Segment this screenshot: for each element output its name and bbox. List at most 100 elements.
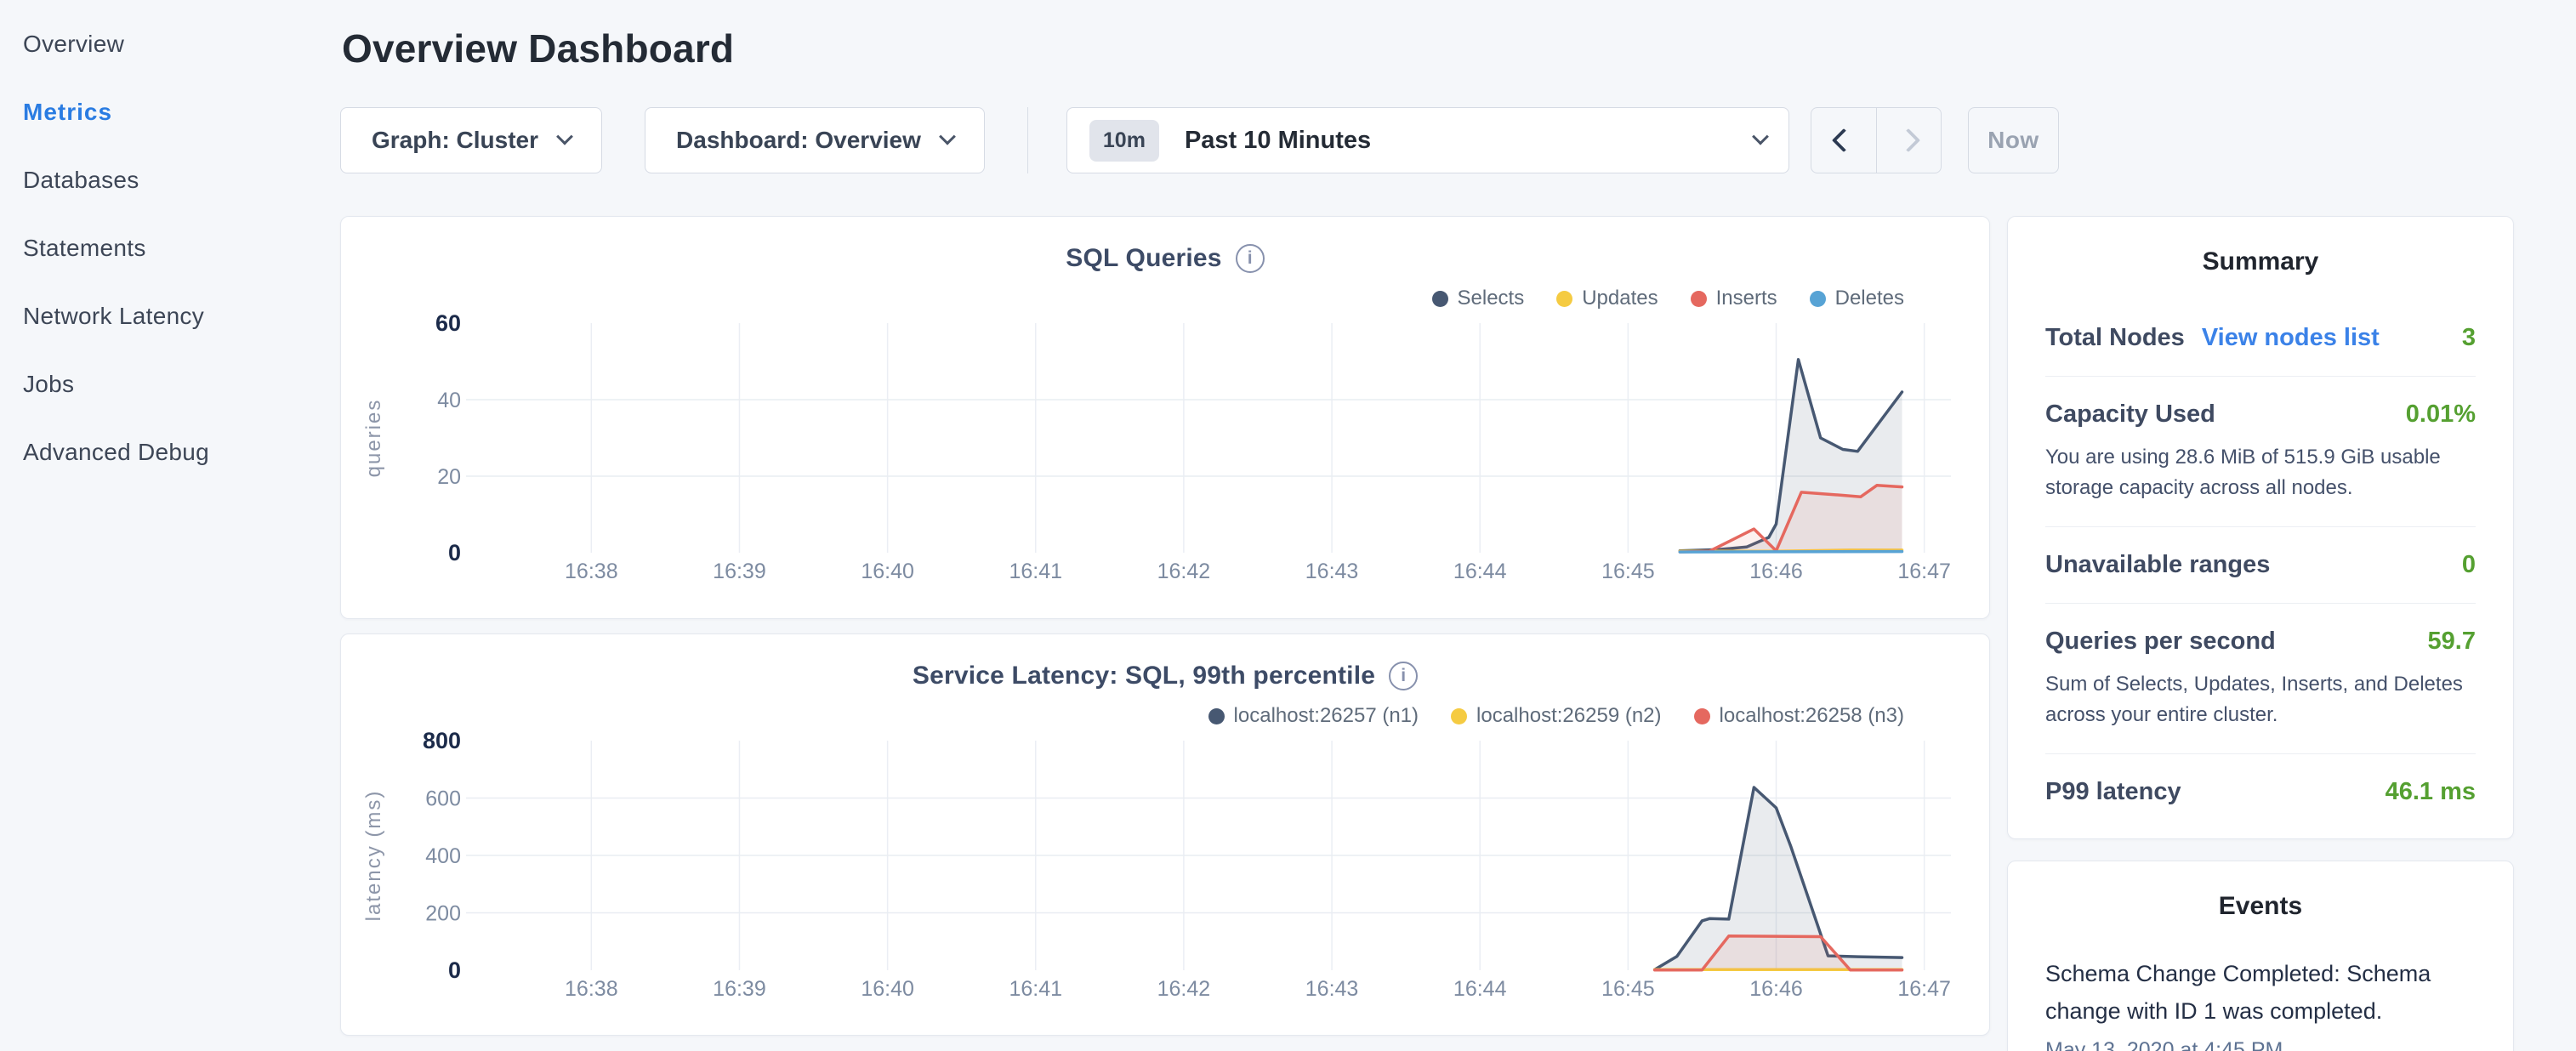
summary-label: Capacity Used	[2045, 401, 2215, 428]
svg-text:0: 0	[448, 540, 461, 565]
sidebar-item-metrics[interactable]: Metrics	[23, 99, 113, 125]
service-latency-plot: 16:38 16:39 16:40 16:41 16:42 16:43 16:44 16:45…	[341, 728, 1989, 1027]
chevron-down-icon	[939, 128, 956, 145]
legend-dot-icon	[1693, 707, 1710, 724]
right-column: Summary Total Nodes View nodes list 3 Ca…	[2007, 216, 2514, 1051]
svg-text:16:43: 16:43	[1305, 977, 1359, 1001]
summary-description: Sum of Selects, Updates, Inserts, and De…	[2045, 673, 2463, 726]
graph-dropdown-label: Graph: Cluster	[372, 127, 539, 153]
sql-queries-chart-card: SQL Queries i Selects Updates Inserts Delet…	[340, 216, 1990, 619]
time-range-badge: 10m	[1089, 119, 1159, 162]
svg-text:200: 200	[425, 902, 461, 926]
time-range-label: Past 10 Minutes	[1184, 126, 1372, 154]
main-content: Overview Dashboard Graph: Cluster Dashbo…	[340, 0, 2576, 1051]
summary-description: You are using 28.6 MiB of 515.9 GiB usab…	[2045, 446, 2441, 499]
svg-text:16:41: 16:41	[1009, 560, 1062, 583]
svg-text:600: 600	[425, 787, 461, 811]
legend-label: Deletes	[1834, 287, 1904, 310]
sidebar-item-statements[interactable]: Statements	[23, 235, 146, 261]
legend-item[interactable]: localhost:26258 (n3)	[1693, 704, 1904, 728]
chart-svg: 16:38 16:39 16:40 16:41 16:42 16:43 16:44 16:45…	[362, 728, 1951, 1001]
legend-item[interactable]: localhost:26259 (n2)	[1451, 704, 1662, 728]
svg-text:800: 800	[423, 730, 461, 753]
legend-label: localhost:26258 (n3)	[1719, 704, 1904, 727]
controls-divider	[1026, 107, 1028, 173]
event-text: Schema Change Completed: Schema change w…	[2045, 961, 2431, 1025]
legend-label: Selects	[1457, 287, 1525, 310]
events-panel: Events Schema Change Completed: Schema c…	[2007, 861, 2514, 1051]
chart-legend: localhost:26257 (n1) localhost:26259 (n2)…	[341, 704, 1904, 728]
svg-text:20: 20	[437, 465, 461, 489]
controls-bar: Graph: Cluster Dashboard: Overview 10m P…	[340, 107, 2514, 173]
svg-text:16:38: 16:38	[565, 560, 618, 583]
sidebar: Overview Metrics Databases Statements Ne…	[0, 0, 340, 1051]
svg-text:latency (ms): latency (ms)	[362, 790, 385, 922]
event-timestamp: May 13, 2020 at 4:45 PM	[2045, 1038, 2283, 1051]
dashboard-dropdown[interactable]: Dashboard: Overview	[645, 107, 985, 173]
svg-text:16:42: 16:42	[1157, 560, 1211, 583]
svg-text:16:45: 16:45	[1601, 977, 1655, 1001]
svg-text:16:39: 16:39	[713, 977, 766, 1001]
chevron-down-icon	[1752, 128, 1769, 145]
legend-item[interactable]: Selects	[1431, 287, 1525, 310]
sidebar-item-databases[interactable]: Databases	[23, 167, 139, 193]
now-button[interactable]: Now	[1967, 107, 2059, 173]
time-range-selector[interactable]: 10m Past 10 Minutes	[1066, 107, 1789, 173]
summary-value: 59.7	[2427, 628, 2476, 656]
svg-text:16:46: 16:46	[1749, 560, 1803, 583]
summary-row-unavailable-ranges: Unavailable ranges 0	[2045, 527, 2476, 605]
legend-dot-icon	[1690, 290, 1707, 307]
summary-row-capacity-used: Capacity Used 0.01% You are using 28.6 M…	[2045, 377, 2476, 528]
chart-svg: 16:38 16:39 16:40 16:41 16:42 16:43 16:44 16:45…	[362, 310, 1951, 583]
legend-dot-icon	[1431, 290, 1448, 307]
dashboard-dropdown-label: Dashboard: Overview	[676, 127, 921, 153]
svg-text:60: 60	[435, 312, 461, 336]
sidebar-item-overview[interactable]: Overview	[23, 31, 125, 57]
sql-queries-plot: 16:38 16:39 16:40 16:41 16:42 16:43 16:44 16:45…	[341, 310, 1989, 610]
legend-label: Inserts	[1715, 287, 1777, 310]
sidebar-item-network-latency[interactable]: Network Latency	[23, 303, 205, 329]
service-latency-chart-card: Service Latency: SQL, 99th percentile i …	[340, 633, 1990, 1036]
chart-legend: Selects Updates Inserts Deletes	[341, 287, 1904, 310]
svg-text:16:44: 16:44	[1453, 560, 1507, 583]
legend-item[interactable]: Inserts	[1690, 287, 1777, 310]
summary-title: Summary	[2202, 247, 2319, 276]
svg-text:16:40: 16:40	[861, 560, 914, 583]
svg-text:16:38: 16:38	[565, 977, 618, 1001]
info-icon[interactable]: i	[1389, 662, 1419, 690]
page-title: Overview Dashboard	[342, 26, 735, 71]
summary-row-total-nodes: Total Nodes View nodes list 3	[2045, 300, 2476, 377]
charts-column: SQL Queries i Selects Updates Inserts Delet…	[340, 216, 1990, 1036]
graph-dropdown[interactable]: Graph: Cluster	[340, 107, 603, 173]
legend-label: Updates	[1582, 287, 1658, 310]
legend-label: localhost:26257 (n1)	[1233, 704, 1419, 727]
svg-text:16:40: 16:40	[861, 977, 914, 1001]
svg-text:16:41: 16:41	[1009, 977, 1062, 1001]
summary-label: Unavailable ranges	[2045, 551, 2271, 579]
event-list-item[interactable]: Schema Change Completed: Schema change w…	[2045, 955, 2476, 1051]
time-forward-button[interactable]	[1875, 108, 1941, 173]
legend-item[interactable]: localhost:26257 (n1)	[1208, 704, 1419, 728]
legend-item[interactable]: Deletes	[1809, 287, 1904, 310]
content-row: SQL Queries i Selects Updates Inserts Delet…	[340, 216, 2514, 1051]
svg-text:16:43: 16:43	[1305, 560, 1359, 583]
svg-text:16:39: 16:39	[713, 560, 766, 583]
legend-item[interactable]: Updates	[1556, 287, 1658, 310]
view-nodes-list-link[interactable]: View nodes list	[2201, 324, 2380, 351]
svg-text:16:47: 16:47	[1897, 560, 1951, 583]
svg-text:16:46: 16:46	[1749, 977, 1803, 1001]
summary-panel: Summary Total Nodes View nodes list 3 Ca…	[2007, 216, 2514, 840]
events-title: Events	[2218, 892, 2303, 921]
sidebar-item-jobs[interactable]: Jobs	[23, 371, 75, 397]
legend-dot-icon	[1556, 290, 1573, 307]
svg-text:40: 40	[437, 389, 461, 412]
sidebar-item-advanced-debug[interactable]: Advanced Debug	[23, 439, 210, 465]
svg-text:16:47: 16:47	[1897, 977, 1951, 1001]
summary-value: 3	[2461, 324, 2476, 351]
info-icon[interactable]: i	[1235, 244, 1265, 273]
legend-dot-icon	[1809, 290, 1826, 307]
time-back-button[interactable]	[1811, 108, 1876, 173]
chevron-left-icon	[1831, 128, 1857, 153]
svg-text:400: 400	[425, 844, 461, 868]
